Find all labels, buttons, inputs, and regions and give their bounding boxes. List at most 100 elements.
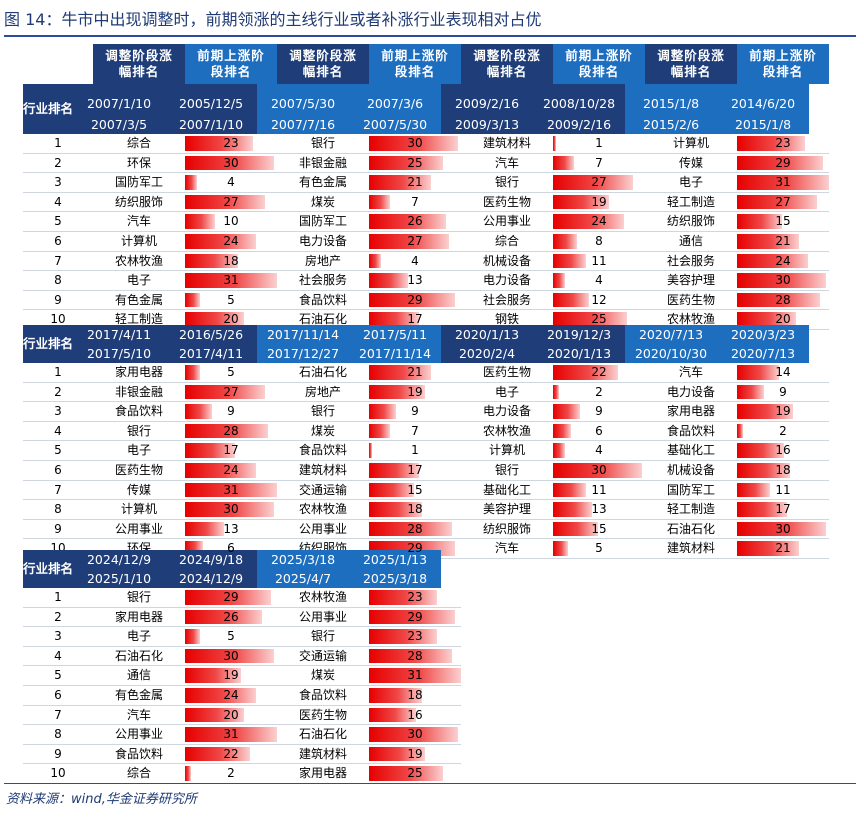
rank-value: 19 (407, 746, 423, 761)
rank-value-cell: 19 (185, 666, 277, 685)
rank-value: 24 (591, 214, 607, 229)
rank-value-cell: 16 (369, 706, 461, 725)
rank-header: 行业排名 (23, 550, 74, 588)
rank-value-cell: 5 (553, 539, 645, 558)
rank-number: 7 (54, 482, 62, 497)
rank-value: 13 (591, 502, 607, 517)
rank-value: 29 (407, 292, 423, 307)
industry-name: 计算机 (120, 233, 157, 248)
rank-value-cell: 27 (185, 193, 277, 212)
start-date: 2017/11/14 (257, 325, 350, 344)
start-date: 2009/2/16 (441, 84, 534, 115)
rank-value: 13 (407, 273, 423, 288)
rank-value: 2 (779, 423, 787, 438)
rank-value: 23 (407, 590, 423, 604)
rank-value-cell: 15 (369, 481, 461, 500)
rank-value-bar (185, 727, 277, 742)
industry-name: 房地产 (304, 253, 341, 268)
rank-value-cell: 4 (185, 173, 277, 192)
rank-value-cell: 30 (369, 725, 461, 744)
rank-value-bar (553, 292, 589, 308)
rank-value: 28 (775, 292, 791, 307)
rank-value-cell: 24 (737, 252, 829, 271)
rank-number: 9 (54, 292, 62, 307)
industry-name: 家用电器 (114, 365, 163, 379)
rank-value: 19 (591, 194, 607, 209)
rank-value-cell: 7 (553, 154, 645, 173)
rank-value-bar (369, 273, 408, 288)
rank-value: 30 (775, 521, 791, 536)
rank-value: 15 (591, 521, 607, 536)
rank-value-cell: 26 (369, 212, 461, 231)
rank-value-bar (185, 136, 254, 151)
rank-value: 23 (775, 136, 791, 150)
adj-rank-header: 调整阶段涨幅排名 (277, 44, 369, 84)
rank-value-cell: 26 (185, 608, 277, 627)
rank-value: 22 (591, 365, 607, 379)
rank-value-bar (369, 590, 438, 605)
rank-value-bar (553, 136, 556, 151)
rank-value-bar (553, 155, 574, 171)
industry-name: 银行 (310, 629, 335, 644)
industry-name: 传媒 (126, 482, 151, 497)
rank-value-bar (737, 136, 806, 151)
rank-value-bar (185, 707, 245, 723)
industry-name: 建筑材料 (666, 541, 715, 556)
industry-name: 有色金属 (114, 687, 163, 702)
date-end-row: 2015/2/6 2015/1/8 (625, 115, 810, 134)
rank-value: 9 (779, 384, 787, 399)
rank-number: 6 (54, 687, 62, 702)
industry-name: 公用事业 (482, 214, 531, 229)
rank-value: 27 (591, 175, 607, 190)
rank-value: 19 (775, 404, 791, 419)
rank-value-cell: 9 (369, 402, 461, 421)
industry-name: 有色金属 (114, 292, 163, 307)
start-date: 2005/12/5 (165, 84, 258, 115)
rank-value-cell: 5 (185, 363, 277, 382)
rank-value: 28 (407, 648, 423, 663)
table-row: 10 综合 2 家用电器 25 (23, 764, 461, 784)
rank-number: 8 (54, 273, 62, 288)
date-end-row: 2025/4/7 2025/3/18 (257, 569, 442, 588)
rank-value-bar (185, 194, 266, 210)
rank-value: 4 (595, 443, 603, 458)
industry-name: 建筑材料 (298, 746, 347, 761)
rank-value: 12 (591, 292, 607, 307)
rank-value: 17 (407, 312, 423, 327)
rank-value-cell: 29 (185, 588, 277, 607)
date-start-row: 2015/1/8 2014/6/20 (625, 84, 810, 115)
start-date: 2024/9/18 (165, 550, 258, 569)
industry-name: 家用电器 (298, 766, 347, 781)
rank-value: 25 (407, 766, 423, 781)
rank-value-cell: 11 (737, 481, 829, 500)
rank-value-bar (185, 609, 263, 625)
industry-name: 农林牧渔 (666, 312, 715, 327)
rank-value-bar (369, 155, 444, 171)
period-dates: 2020/1/13 2019/12/3 2020/2/4 2020/1/13 (441, 325, 626, 363)
rank-value-cell: 30 (553, 461, 645, 480)
industry-name: 纺织服饰 (666, 214, 715, 229)
period-dates: 2017/11/14 2017/5/11 2017/12/27 2017/11/14 (257, 325, 442, 363)
rank-value-cell: 27 (553, 173, 645, 192)
industry-name: 农林牧渔 (114, 253, 163, 268)
start-date: 2007/3/6 (349, 84, 442, 115)
table-row: 1 银行 29 农林牧渔 23 (23, 588, 461, 608)
rank-value-bar (185, 214, 215, 229)
table-row: 1 综合 23 银行 30 建筑材料 1 计算机 23 (23, 134, 829, 154)
rank-value-bar (553, 443, 565, 458)
rank-value: 8 (595, 233, 603, 248)
source-note: 资料来源：wind,华金证券研究所 (6, 792, 197, 807)
rank-number: 3 (54, 175, 62, 190)
rank-value-cell: 20 (185, 706, 277, 725)
end-date: 2017/12/27 (257, 344, 350, 363)
end-date: 2017/11/14 (349, 344, 442, 363)
industry-name: 食品饮料 (114, 404, 163, 419)
rank-value: 30 (223, 648, 239, 663)
rank-value-bar (369, 443, 372, 458)
period-dates: 2009/2/16 2008/10/28 2009/3/13 2009/2/16 (441, 84, 626, 134)
rank-value: 7 (411, 423, 419, 438)
rank-value-cell: 17 (369, 461, 461, 480)
industry-name: 医药生物 (482, 194, 531, 209)
rank-value-cell: 23 (369, 627, 461, 646)
rank-value-cell: 13 (369, 271, 461, 290)
